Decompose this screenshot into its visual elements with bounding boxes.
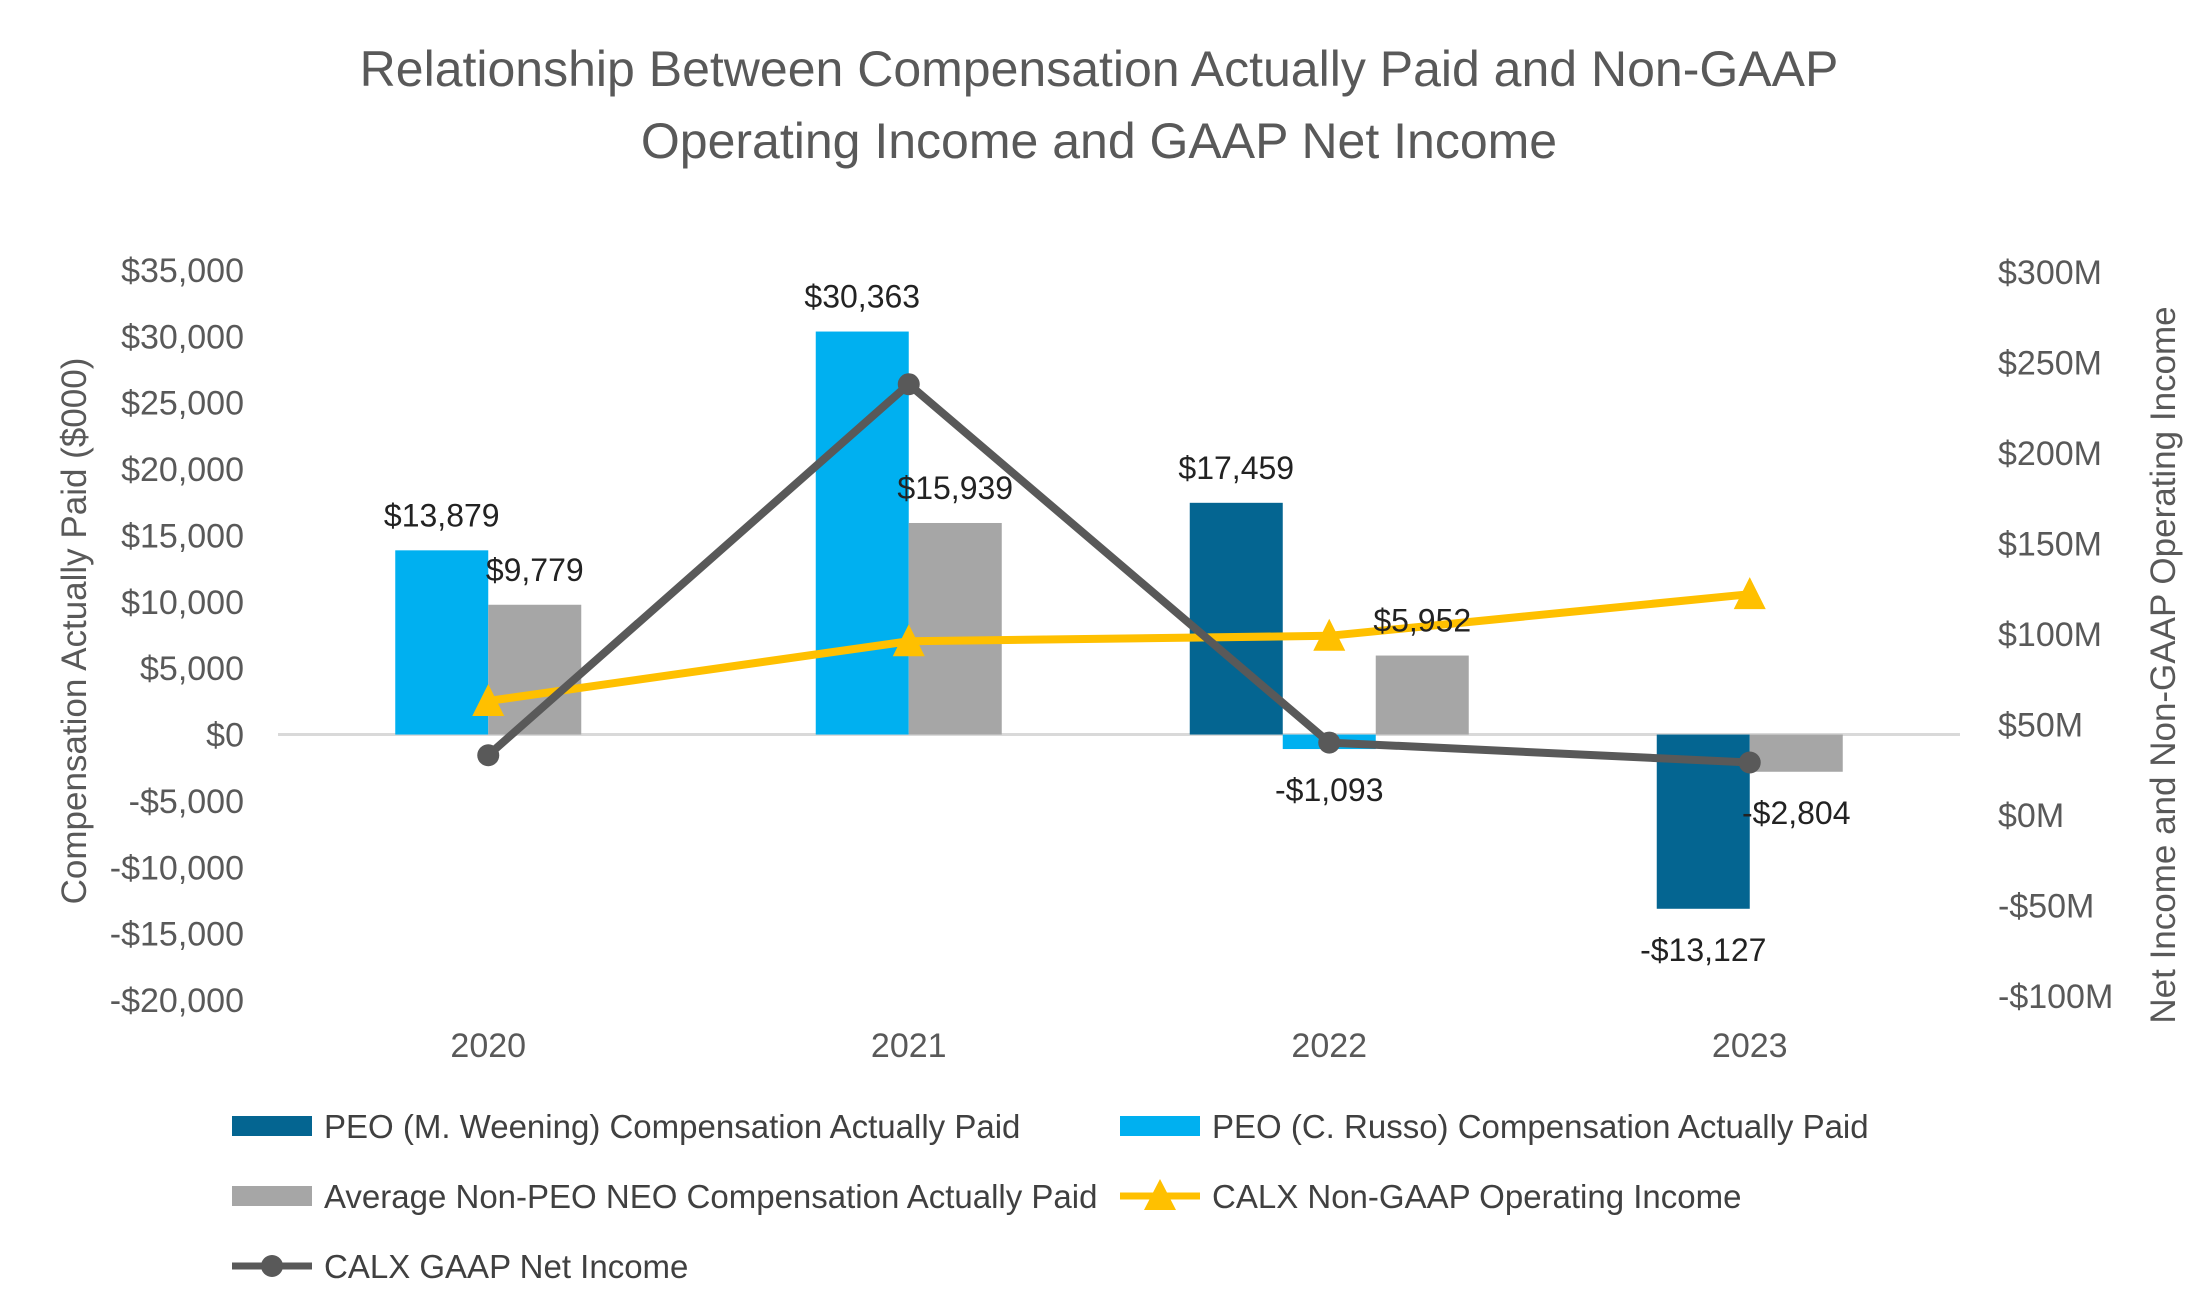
y-tick-label: $30,000 bbox=[121, 318, 244, 356]
bar-data-label: $17,459 bbox=[1178, 450, 1294, 486]
legend-swatch bbox=[1120, 1116, 1200, 1136]
y2-tick-label: $250M bbox=[1998, 345, 2102, 383]
line-point bbox=[897, 373, 920, 396]
legend-swatch bbox=[232, 1116, 312, 1136]
y-tick-label: $5,000 bbox=[140, 650, 244, 688]
line-point bbox=[477, 744, 500, 767]
x-tick-label: 2022 bbox=[1291, 1027, 1367, 1065]
legend-swatch bbox=[232, 1186, 312, 1206]
line-series bbox=[472, 373, 1766, 774]
y2-tick-label: -$50M bbox=[1998, 888, 2094, 926]
bar bbox=[1189, 502, 1283, 735]
legend: PEO (M. Weening) Compensation Actually P… bbox=[232, 1108, 1869, 1285]
y2-axis-title: Net Income and Non-GAAP Operating Income bbox=[2144, 306, 2183, 1023]
legend-label: Average Non-PEO NEO Compensation Actuall… bbox=[324, 1178, 1097, 1215]
legend-marker bbox=[1144, 1179, 1176, 1210]
y-tick-label: $25,000 bbox=[121, 385, 244, 423]
bar-data-label: $9,779 bbox=[486, 552, 584, 588]
bar-data-labels: $13,879 $9,779 $30,363 $15,939 $17,459 -$1,09… bbox=[384, 279, 1851, 968]
bar bbox=[395, 550, 489, 735]
x-tick-label: 2020 bbox=[450, 1027, 526, 1065]
y-tick-label: $15,000 bbox=[121, 517, 244, 555]
y-tick-label: $35,000 bbox=[121, 252, 244, 290]
y-axis-title: Compensation Actually Paid ($000) bbox=[55, 358, 94, 905]
series-line bbox=[487, 590, 1751, 705]
line-point bbox=[1318, 731, 1341, 754]
bar bbox=[1749, 734, 1843, 772]
bar-data-label: $15,939 bbox=[897, 470, 1013, 506]
legend-label: PEO (M. Weening) Compensation Actually P… bbox=[324, 1108, 1020, 1145]
legend-label: CALX GAAP Net Income bbox=[324, 1248, 688, 1285]
y2-tick-label: $0M bbox=[1998, 797, 2064, 835]
line-point bbox=[1313, 618, 1346, 651]
chart-title-line-1: Relationship Between Compensation Actual… bbox=[360, 41, 1839, 97]
bar-data-label: -$13,127 bbox=[1640, 932, 1766, 968]
y2-tick-label: $50M bbox=[1998, 707, 2083, 745]
x-tick-label: 2023 bbox=[1712, 1027, 1788, 1065]
bar-data-label: $13,879 bbox=[384, 497, 500, 533]
y2-tick-label: -$100M bbox=[1998, 978, 2113, 1016]
legend-label: CALX Non-GAAP Operating Income bbox=[1212, 1178, 1741, 1215]
y2-tick-label: $300M bbox=[1998, 254, 2102, 292]
y2-axis-ticks: $300M $250M $200M $150M $100M $50M $0M -$50M -$1… bbox=[1998, 254, 2113, 1016]
legend-label: PEO (C. Russo) Compensation Actually Pai… bbox=[1212, 1108, 1869, 1145]
series-line bbox=[485, 380, 1750, 767]
y-tick-label: -$20,000 bbox=[110, 982, 244, 1020]
y-tick-label: $20,000 bbox=[121, 451, 244, 489]
y-axis-ticks: $35,000 $30,000 $25,000 $20,000 $15,000 $10,0… bbox=[110, 252, 244, 1020]
y2-tick-label: $200M bbox=[1998, 435, 2102, 473]
y2-tick-label: $100M bbox=[1998, 616, 2102, 654]
line-point bbox=[892, 624, 925, 657]
bar-data-label: $30,363 bbox=[804, 279, 920, 315]
y-tick-label: $10,000 bbox=[121, 584, 244, 622]
y-tick-label: -$5,000 bbox=[129, 783, 244, 821]
y-tick-label: -$10,000 bbox=[110, 849, 244, 887]
line-point bbox=[1738, 751, 1761, 774]
x-axis-ticks: 2020 2021 2022 2023 bbox=[450, 1027, 1787, 1065]
y-tick-label: $0 bbox=[206, 717, 244, 755]
line-point bbox=[1733, 577, 1766, 610]
legend-marker bbox=[261, 1255, 283, 1277]
bar-data-label: $5,952 bbox=[1373, 603, 1471, 639]
bar-data-label: -$2,804 bbox=[1742, 795, 1851, 831]
line-point bbox=[472, 683, 505, 716]
bar-data-label: -$1,093 bbox=[1275, 772, 1384, 808]
chart-title-line-2: Operating Income and GAAP Net Income bbox=[641, 113, 1557, 169]
x-tick-label: 2021 bbox=[871, 1027, 947, 1065]
y2-tick-label: $150M bbox=[1998, 526, 2102, 564]
bar bbox=[1375, 655, 1469, 735]
bar bbox=[908, 522, 1002, 735]
y-tick-label: -$15,000 bbox=[110, 916, 244, 954]
